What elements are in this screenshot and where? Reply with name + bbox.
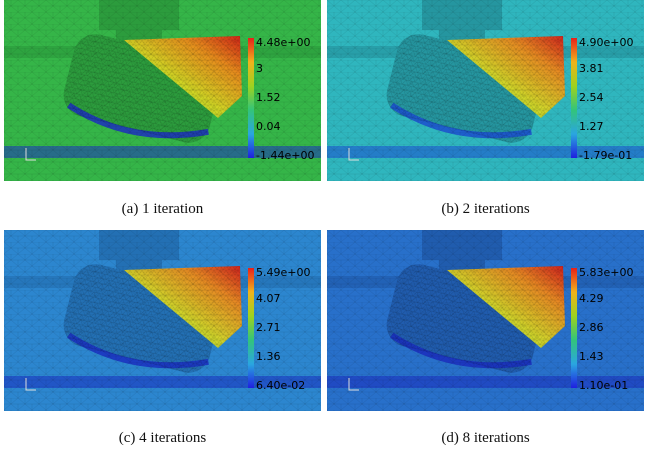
- panel-d: 5.83e+00 4.29 2.86 1.43 1.10e-01: [327, 230, 644, 411]
- simulation-plot: 4.90e+00 3.81 2.54 1.27 -1.79e-01: [327, 0, 644, 181]
- colorbar: [571, 38, 577, 158]
- colorbar-label: 5.83e+00: [579, 266, 633, 279]
- colorbar-label: 4.07: [256, 292, 281, 305]
- colorbar: [248, 38, 254, 158]
- caption-d: (d) 8 iterations: [327, 430, 644, 447]
- colorbar-label: 4.29: [579, 292, 604, 305]
- colorbar-label: 1.52: [256, 91, 281, 104]
- colorbar: [571, 268, 577, 388]
- colorbar-label: 1.10e-01: [579, 379, 628, 392]
- caption-c: (c) 4 iterations: [4, 430, 321, 447]
- colorbar-label: 2.71: [256, 321, 281, 334]
- colorbar-label: 6.40e-02: [256, 379, 305, 392]
- panel-c: 5.49e+00 4.07 2.71 1.36 6.40e-02: [4, 230, 321, 411]
- colorbar-label: 0.04: [256, 120, 281, 133]
- colorbar-label: 1.43: [579, 350, 604, 363]
- colorbar-label: 2.54: [579, 91, 604, 104]
- panel-b: 4.90e+00 3.81 2.54 1.27 -1.79e-01: [327, 0, 644, 181]
- colorbar: [248, 268, 254, 388]
- colorbar-label: -1.44e+00: [256, 149, 314, 162]
- simulation-plot: 4.48e+00 3 1.52 0.04 -1.44e+00: [4, 0, 321, 181]
- panel-a: 4.48e+00 3 1.52 0.04 -1.44e+00: [4, 0, 321, 181]
- colorbar-label: 1.36: [256, 350, 281, 363]
- colorbar-label: 4.48e+00: [256, 36, 310, 49]
- colorbar-label: 2.86: [579, 321, 604, 334]
- colorbar-label: 3.81: [579, 62, 604, 75]
- simulation-plot: 5.83e+00 4.29 2.86 1.43 1.10e-01: [327, 230, 644, 411]
- caption-b: (b) 2 iterations: [327, 201, 644, 218]
- colorbar-label: -1.79e-01: [579, 149, 632, 162]
- colorbar-label: 4.90e+00: [579, 36, 633, 49]
- colorbar-label: 1.27: [579, 120, 604, 133]
- simulation-plot: 5.49e+00 4.07 2.71 1.36 6.40e-02: [4, 230, 321, 411]
- colorbar-label: 3: [256, 62, 263, 75]
- caption-a: (a) 1 iteration: [4, 201, 321, 218]
- colorbar-label: 5.49e+00: [256, 266, 310, 279]
